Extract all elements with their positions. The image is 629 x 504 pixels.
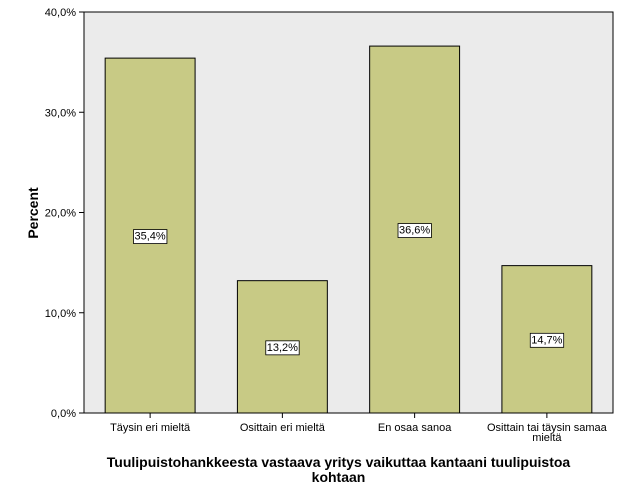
bars-group: 35,4% 13,2% 36,6% 14,7% [104, 45, 593, 414]
y-axis: 0,0% 10,0% 20,0% 30,0% 40,0% [45, 7, 84, 420]
y-tick-label: 20,0% [45, 208, 76, 220]
x-axis: Täysin eri mieltä Osittain eri mieltä En o… [110, 413, 608, 444]
x-tick-label: En osaa sanoa [378, 422, 452, 434]
bar-value-label: 14,7% [531, 334, 562, 346]
bar-value-label-box [265, 340, 300, 356]
x-tick-label: Osittain eri mieltä [240, 422, 326, 434]
x-tick-label: Täysin eri mieltä [110, 422, 191, 434]
x-axis-title-line: Tuulipuistohankkeesta vastaava yritys va… [107, 454, 571, 470]
bar-value-label: 35,4% [135, 231, 166, 243]
y-axis-title: Percent [25, 187, 41, 239]
x-axis-title: Tuulipuistohankkeesta vastaava yritys va… [107, 454, 571, 485]
x-axis-title-line: kohtaan [312, 469, 366, 485]
x-tick-label: Osittain tai täysin samaa [487, 422, 608, 434]
bar-value-label: 36,6% [399, 225, 430, 237]
bar-value-label-box [133, 229, 168, 244]
bar-value-label-box [529, 332, 565, 348]
y-tick-label: 40,0% [45, 7, 76, 19]
y-tick-label: 30,0% [45, 107, 76, 119]
x-tick-label: mieltä [532, 432, 562, 444]
y-tick-label: 10,0% [45, 308, 76, 320]
bar-value-label: 13,2% [267, 342, 298, 354]
y-tick-label: 0,0% [51, 408, 76, 420]
bar-value-label-box [397, 223, 432, 238]
